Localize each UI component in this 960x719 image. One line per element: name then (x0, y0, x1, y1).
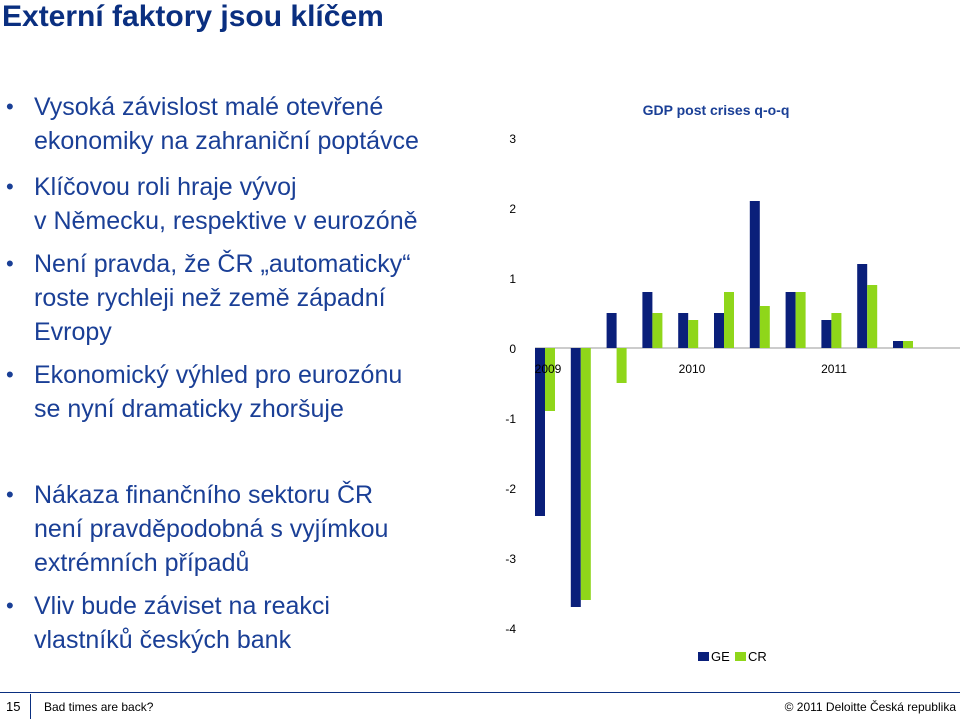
bullet-item: • Vliv bude záviset na reakci vlastníků če… (6, 589, 474, 657)
bar-ge-2010Q2 (749, 201, 760, 348)
bullet-marker: • (6, 482, 14, 507)
legend-swatch-ge (698, 652, 709, 661)
bullet-line: roste rychleji než země západní (34, 284, 386, 312)
bullet-item: • Není pravda, že ČR „automaticky“ roste r… (6, 247, 474, 349)
x-year-label: 2010 (679, 362, 706, 376)
y-tick-label: -3 (505, 552, 516, 566)
y-tick-label: -2 (505, 482, 516, 496)
bar-cr-2008Q4 (545, 348, 555, 411)
bar-ge-2010Q3 (785, 292, 796, 348)
bar-ge-2008Q4 (535, 348, 545, 516)
y-tick-label: 1 (509, 272, 516, 286)
bullet-marker: • (6, 251, 14, 276)
bullet-line: extrémních případů (34, 549, 250, 577)
bullet-line: se nyní dramaticky zhoršuje (34, 395, 344, 423)
bullet-line: Vysoká závislost malé otevřené (34, 93, 384, 121)
legend-swatch-cr (735, 652, 746, 661)
bar-ge-2009Q1 (570, 348, 581, 607)
page-number: 15 (6, 699, 21, 714)
bar-ge-2009Q4 (678, 313, 689, 348)
bar-ge-2010Q1 (714, 313, 724, 348)
bar-cr-2009Q4 (688, 320, 699, 348)
bullet-item: • Nákaza finančního sektoru ČR není pravdě… (6, 478, 474, 580)
bullet-line: není pravděpodobná s vyjímkou (34, 515, 389, 543)
bar-series (535, 201, 913, 607)
chart-title: GDP post crises q-o-q (643, 102, 790, 118)
x-year-label: 2009 (535, 362, 562, 376)
bullet-marker: • (6, 94, 14, 119)
bar-cr-2009Q2 (616, 348, 627, 383)
y-axis: 3 2 1 0 -1 -2 -3 -4 (505, 132, 516, 636)
x-axis-year-labels: 2009 2010 2011 (535, 362, 848, 376)
bullet-line: Vliv bude záviset na reakci (34, 592, 330, 620)
legend-label-ge: GE (711, 649, 730, 664)
footer-title: Bad times are back? (44, 700, 154, 714)
bullet-marker: • (6, 362, 14, 387)
x-year-label: 2011 (821, 362, 847, 376)
bullet-line: vlastníků českých bank (34, 626, 292, 654)
footer-separator (30, 694, 31, 719)
footer-divider (0, 692, 960, 693)
bar-ge-2009Q2 (606, 313, 617, 348)
bar-cr-2009Q3 (652, 313, 663, 348)
slide-title: Externí faktory jsou klíčem (2, 0, 384, 33)
bullet-line: Klíčovou roli hraje vývoj (34, 173, 297, 201)
bar-cr-2010Q3 (795, 292, 806, 348)
y-tick-label: 2 (509, 202, 516, 216)
bar-cr-2010Q4 (831, 313, 842, 348)
bar-ge-2011Q1 (857, 264, 868, 348)
bar-ge-2009Q3 (642, 292, 653, 348)
bullet-line: ekonomiky na zahraniční poptávce (34, 127, 419, 155)
footer-copyright: © 2011 Deloitte Česká republika (784, 700, 956, 714)
bullet-line: Není pravda, že ČR „automaticky“ (34, 250, 411, 278)
bullet-marker: • (6, 593, 14, 618)
bullet-item: • Vysoká závislost malé otevřené ekonomiky… (6, 90, 474, 158)
bullet-item: • Ekonomický výhled pro eurozónu se nyní d… (6, 358, 474, 426)
bullet-line: Evropy (34, 318, 112, 346)
bullet-item: • Klíčovou roli hraje vývoj v Německu, res… (6, 170, 474, 238)
bullet-line: v Německu, respektive v eurozóně (34, 207, 418, 235)
bar-cr-2010Q2 (759, 306, 770, 348)
bar-ge-2010Q4 (821, 320, 832, 348)
legend-label-cr: CR (748, 649, 767, 664)
y-tick-label: -4 (505, 622, 516, 636)
y-tick-label: 0 (509, 342, 516, 356)
bar-cr-2009Q1 (580, 348, 591, 600)
bullet-line: Nákaza finančního sektoru ČR (34, 481, 374, 509)
bar-cr-2010Q1 (724, 292, 734, 348)
bullet-marker: • (6, 174, 14, 199)
bar-cr-2011Q1 (867, 285, 878, 348)
legend: GE CR (698, 649, 767, 664)
y-tick-label: -1 (505, 412, 516, 426)
bullet-line: Ekonomický výhled pro eurozónu (34, 361, 403, 389)
y-tick-label: 3 (509, 132, 516, 146)
bar-ge-2011Q2 (893, 341, 903, 348)
bar-cr-2011Q2 (903, 341, 913, 348)
